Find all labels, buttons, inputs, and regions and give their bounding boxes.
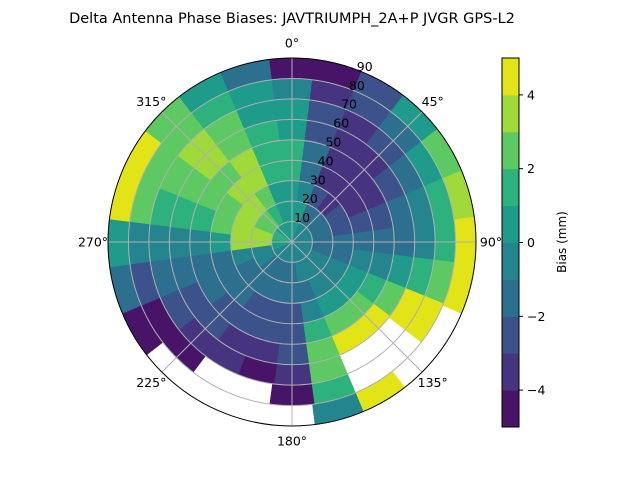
radial-tick-label: 90	[357, 59, 373, 74]
contour-cell	[353, 370, 406, 413]
colorbar: −4 −2 0 2 4	[501, 57, 545, 428]
colorbar-tick-label: 2	[527, 161, 535, 176]
colorbar-segment	[502, 58, 519, 96]
theta-gridline	[161, 241, 293, 373]
theta-tick-label: 315°	[136, 94, 166, 109]
colorbar-tick-label: −2	[527, 309, 545, 324]
colorbar-segment	[502, 205, 519, 243]
theta-tick-label: 0°	[285, 36, 299, 51]
radial-tick-label: 50	[325, 135, 341, 150]
theta-gridline	[291, 241, 423, 373]
theta-tick-label: 45°	[422, 94, 444, 109]
colorbar-tick-label: −4	[527, 383, 545, 398]
radial-tick-label: 30	[310, 172, 326, 187]
theta-tick-label: 135°	[418, 375, 448, 390]
theta-tick-label: 90°	[480, 235, 502, 250]
theta-tick-labels: 0° 45° 90° 135° 180° 225° 270° 315°	[78, 36, 502, 449]
theta-tick-label: 225°	[136, 375, 166, 390]
colorbar-segment	[502, 94, 519, 133]
colorbar-label: Bias (mm)	[555, 211, 569, 273]
colorbar-segment	[502, 353, 519, 391]
chart-title: Delta Antenna Phase Biases: JAVTRIUMPH_2…	[69, 11, 515, 27]
radial-tick-label: 80	[349, 78, 365, 93]
colorbar-segment	[502, 390, 519, 428]
radial-tick-label: 40	[318, 153, 334, 168]
radial-tick-labels: 10 20 30 40 50 60 70 80 90	[294, 59, 373, 225]
theta-gridline	[161, 111, 293, 243]
theta-tick-label: 270°	[78, 235, 108, 250]
colorbar-segment	[502, 242, 519, 280]
theta-tick-label: 180°	[277, 434, 307, 449]
colorbar-segment	[502, 279, 519, 317]
theta-gridline	[291, 111, 423, 243]
colorbar-tick-label: 0	[527, 235, 535, 250]
colorbar-segment	[502, 316, 519, 354]
radial-tick-label: 60	[333, 116, 349, 131]
colorbar-segment	[502, 168, 519, 207]
radial-tick-label: 10	[294, 210, 310, 225]
polar-frame	[107, 57, 477, 427]
radial-tick-label: 20	[302, 191, 318, 206]
polar-grid	[108, 58, 476, 426]
radial-tick-label: 70	[341, 97, 357, 112]
colorbar-tick-label: 4	[527, 87, 535, 102]
colorbar-segment	[502, 131, 519, 170]
